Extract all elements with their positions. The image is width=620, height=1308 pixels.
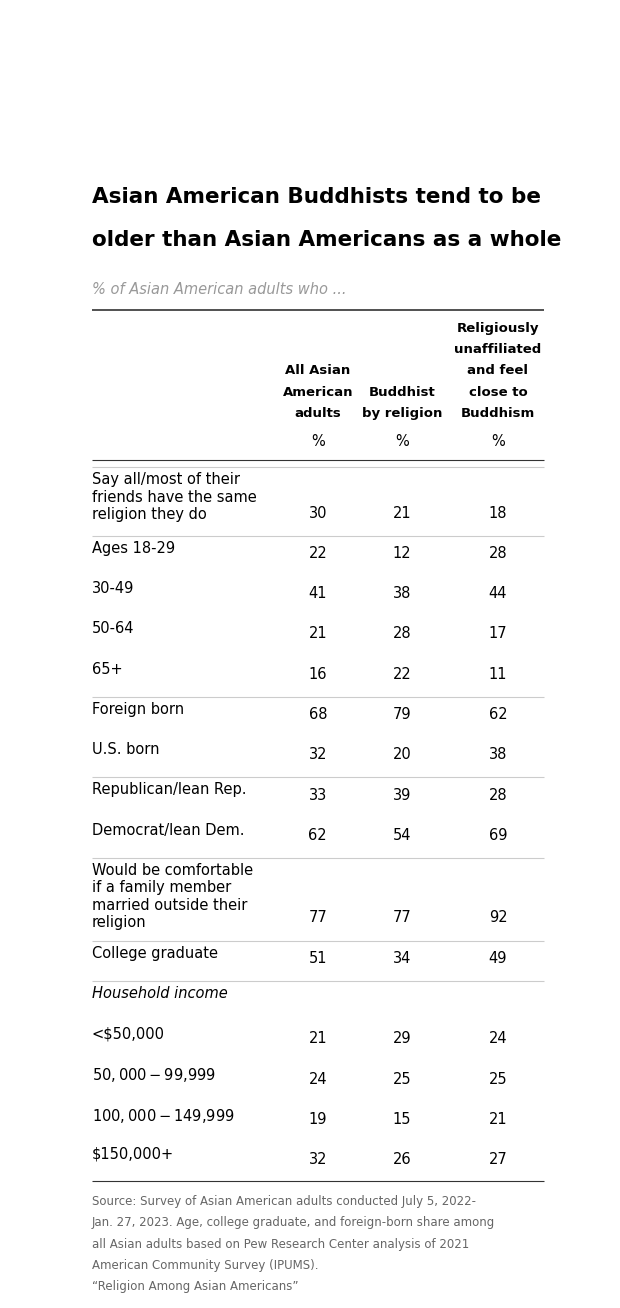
Text: 15: 15	[392, 1112, 411, 1127]
Text: 25: 25	[489, 1071, 507, 1087]
Text: Household income: Household income	[92, 986, 228, 1001]
Text: 21: 21	[392, 506, 411, 521]
Text: U.S. born: U.S. born	[92, 742, 159, 757]
Text: Say all/most of their
friends have the same
religion they do: Say all/most of their friends have the s…	[92, 472, 257, 522]
Text: $150,000+: $150,000+	[92, 1147, 174, 1162]
Text: College graduate: College graduate	[92, 946, 218, 960]
Text: %: %	[311, 434, 325, 449]
Text: 68: 68	[309, 708, 327, 722]
Text: Source: Survey of Asian American adults conducted July 5, 2022-: Source: Survey of Asian American adults …	[92, 1196, 476, 1209]
Text: 50-64: 50-64	[92, 621, 135, 636]
Text: 54: 54	[392, 828, 411, 842]
Text: 77: 77	[308, 910, 327, 926]
Text: All Asian: All Asian	[285, 365, 350, 378]
Text: 25: 25	[392, 1071, 411, 1087]
Text: 11: 11	[489, 667, 507, 681]
Text: adults: adults	[294, 407, 341, 420]
Text: 44: 44	[489, 586, 507, 602]
Text: 30: 30	[309, 506, 327, 521]
Text: 26: 26	[392, 1152, 411, 1167]
Text: American: American	[283, 386, 353, 399]
Text: 12: 12	[392, 545, 411, 561]
Text: 65+: 65+	[92, 662, 123, 676]
Text: %: %	[395, 434, 409, 449]
Text: 69: 69	[489, 828, 507, 842]
Text: “Religion Among Asian Americans”: “Religion Among Asian Americans”	[92, 1281, 298, 1292]
Text: Foreign born: Foreign born	[92, 702, 184, 717]
Text: older than Asian Americans as a whole: older than Asian Americans as a whole	[92, 230, 561, 251]
Text: 21: 21	[308, 1031, 327, 1046]
Text: Democrat/lean Dem.: Democrat/lean Dem.	[92, 823, 244, 837]
Text: 38: 38	[489, 747, 507, 763]
Text: 39: 39	[392, 787, 411, 803]
Text: American Community Survey (IPUMS).: American Community Survey (IPUMS).	[92, 1258, 319, 1271]
Text: 41: 41	[309, 586, 327, 602]
Text: 19: 19	[309, 1112, 327, 1127]
Text: %: %	[491, 434, 505, 449]
Text: 24: 24	[489, 1031, 507, 1046]
Text: Would be comfortable
if a family member
married outside their
religion: Would be comfortable if a family member …	[92, 863, 253, 930]
Text: 32: 32	[309, 1152, 327, 1167]
Text: Religiously: Religiously	[457, 322, 539, 335]
Text: close to: close to	[469, 386, 528, 399]
Text: 92: 92	[489, 910, 507, 926]
Text: 18: 18	[489, 506, 507, 521]
Text: Buddhism: Buddhism	[461, 407, 535, 420]
Text: Republican/lean Rep.: Republican/lean Rep.	[92, 782, 246, 798]
Text: by religion: by religion	[361, 407, 442, 420]
Text: $50,000-$99,999: $50,000-$99,999	[92, 1066, 216, 1084]
Text: 77: 77	[392, 910, 411, 926]
Text: 28: 28	[392, 627, 411, 641]
Text: 51: 51	[309, 951, 327, 965]
Text: Buddhist: Buddhist	[368, 386, 435, 399]
Text: 33: 33	[309, 787, 327, 803]
Text: unaffiliated: unaffiliated	[454, 343, 541, 356]
Text: 22: 22	[308, 545, 327, 561]
Text: 24: 24	[308, 1071, 327, 1087]
Text: Asian American Buddhists tend to be: Asian American Buddhists tend to be	[92, 187, 541, 207]
Text: 32: 32	[309, 747, 327, 763]
Text: 16: 16	[309, 667, 327, 681]
Text: 21: 21	[308, 627, 327, 641]
Text: Ages 18-29: Ages 18-29	[92, 540, 175, 556]
Text: 20: 20	[392, 747, 411, 763]
Text: 29: 29	[392, 1031, 411, 1046]
Text: 22: 22	[392, 667, 411, 681]
Text: Jan. 27, 2023. Age, college graduate, and foreign-born share among: Jan. 27, 2023. Age, college graduate, an…	[92, 1216, 495, 1230]
Text: and feel: and feel	[467, 365, 528, 378]
Text: 28: 28	[489, 545, 507, 561]
Text: 28: 28	[489, 787, 507, 803]
Text: $100,000-$149,999: $100,000-$149,999	[92, 1107, 234, 1125]
Text: % of Asian American adults who ...: % of Asian American adults who ...	[92, 281, 347, 297]
Text: 17: 17	[489, 627, 507, 641]
Text: 62: 62	[308, 828, 327, 842]
Text: 34: 34	[392, 951, 411, 965]
Text: 49: 49	[489, 951, 507, 965]
Text: 27: 27	[489, 1152, 507, 1167]
Text: <$50,000: <$50,000	[92, 1027, 165, 1041]
Text: 79: 79	[392, 708, 411, 722]
Text: 21: 21	[489, 1112, 507, 1127]
Text: 38: 38	[392, 586, 411, 602]
Text: all Asian adults based on Pew Research Center analysis of 2021: all Asian adults based on Pew Research C…	[92, 1237, 469, 1250]
Text: 62: 62	[489, 708, 507, 722]
Text: 30-49: 30-49	[92, 581, 135, 596]
